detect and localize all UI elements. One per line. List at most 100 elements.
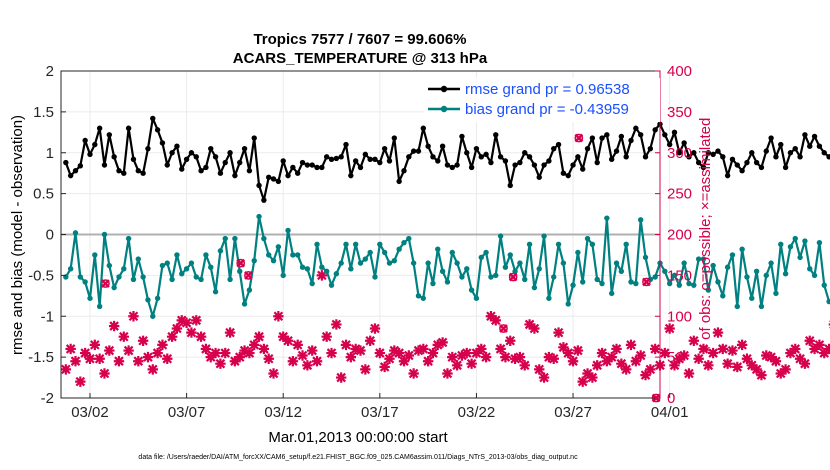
bias-point [705, 287, 712, 293]
rmse-point [106, 132, 113, 138]
obs-assimilated-marker [683, 368, 695, 379]
obs-assimilated-marker [364, 335, 376, 346]
rmse-point [570, 162, 576, 168]
rmse-point [826, 154, 830, 160]
bias-point [710, 262, 716, 269]
obs-assimilated-marker [456, 350, 468, 361]
obs-assimilated-marker [577, 376, 588, 387]
obs-assimilated-marker [60, 364, 72, 375]
rmse-point [575, 154, 581, 160]
obs-assimilated-marker [326, 347, 337, 359]
obs-assimilated-marker [229, 356, 241, 367]
obs-assimilated-marker [461, 347, 472, 359]
bias-point [541, 233, 547, 239]
bias-point [92, 252, 98, 258]
bias-point [154, 295, 161, 301]
rmse-point [343, 141, 349, 148]
bias-point [116, 274, 122, 280]
y2-tick-label: 400 [667, 63, 692, 80]
rmse-point [328, 156, 335, 162]
bias-point [792, 235, 798, 242]
bias-point [560, 260, 567, 266]
bias-point [449, 249, 455, 256]
bias-point [188, 260, 195, 266]
rmse-point [778, 141, 784, 148]
y-tick-label: 1.5 [33, 104, 54, 121]
rmse-point [270, 176, 277, 182]
bias-point [662, 268, 668, 274]
bias-point [299, 264, 306, 270]
obs-assimilated-marker [195, 331, 207, 342]
obs-assimilated-marker [500, 351, 511, 363]
rmse-point [212, 154, 219, 160]
obs-assimilated-marker [79, 347, 91, 359]
rmse-point [473, 145, 480, 152]
rmse-point [372, 156, 378, 162]
bias-point [753, 268, 760, 274]
bias-point [468, 287, 475, 293]
bias-point [227, 276, 233, 283]
obs-assimilated-marker [669, 360, 680, 371]
obs-assimilated-marker [162, 353, 173, 364]
rmse-point [386, 158, 393, 164]
bias-point [676, 282, 683, 288]
obs-assimilated-marker [316, 270, 328, 281]
rmse-point [797, 154, 803, 160]
x-tick-label: 03/07 [168, 404, 206, 421]
bias-point [314, 241, 320, 248]
obs-assimilated-marker [379, 361, 390, 373]
obs-assimilated-marker [505, 335, 516, 346]
rmse-point [222, 159, 228, 166]
rmse-point [512, 162, 518, 168]
obs-assimilated-marker [200, 343, 212, 355]
bias-point [763, 272, 769, 279]
bias-point [96, 303, 103, 310]
obs-assimilated-marker [809, 343, 820, 355]
obs-assimilated-marker [543, 351, 555, 363]
obs-assimilated-marker [746, 360, 757, 371]
obs-assimilated-marker [75, 376, 86, 387]
rmse-point [275, 178, 282, 185]
rmse-point [531, 162, 538, 168]
bias-point [546, 295, 552, 301]
y-tick-label: 0.5 [33, 186, 54, 203]
obs-assimilated-marker [99, 368, 110, 379]
rmse-point [729, 156, 736, 162]
obs-assimilated-marker [790, 343, 801, 355]
obs-assimilated-marker [447, 351, 458, 363]
rmse-point [700, 164, 707, 171]
y-tick-label: -0.5 [28, 267, 54, 284]
bias-point [77, 274, 84, 280]
obs-assimilated-marker [563, 347, 574, 359]
bias-point [377, 241, 383, 248]
obs-assimilated-marker [369, 323, 381, 334]
obs-assimilated-marker [645, 364, 656, 375]
obs-assimilated-marker [524, 319, 535, 330]
obs-assimilated-marker [171, 323, 183, 334]
bias-point [241, 301, 248, 307]
rmse-point [468, 164, 475, 171]
obs-assimilated-marker [191, 315, 202, 326]
rmse-point [681, 140, 687, 146]
y2-tick-label: 0 [667, 390, 675, 407]
obs-assimilated-marker [215, 358, 226, 369]
obs-assimilated-marker [253, 331, 265, 342]
obs-assimilated-marker [674, 353, 685, 364]
bias-point [637, 217, 644, 223]
y2-tick-label: 300 [667, 145, 692, 162]
data-file-footnote: data file: /Users/raeder/DAI/ATM_forcXX/… [138, 454, 578, 461]
rmse-point [753, 159, 760, 166]
rmse-point [420, 125, 426, 131]
obs-assimilated-marker [133, 356, 144, 367]
rmse-point [125, 125, 132, 131]
rmse-point [497, 154, 504, 160]
plot-area: 03/02 03/07 03/12 03/17 03/22 03/27 04/01 -2 -1.… [28, 63, 830, 421]
obs-assimilated-marker [113, 356, 125, 367]
obs-assimilated-marker [311, 356, 323, 367]
rmse-point [628, 137, 634, 144]
bias-point [720, 293, 726, 299]
rmse-point [642, 154, 649, 160]
obs-assimilated-marker [224, 327, 236, 338]
obs-assimilated-marker [572, 345, 584, 356]
bias-point [275, 244, 282, 250]
